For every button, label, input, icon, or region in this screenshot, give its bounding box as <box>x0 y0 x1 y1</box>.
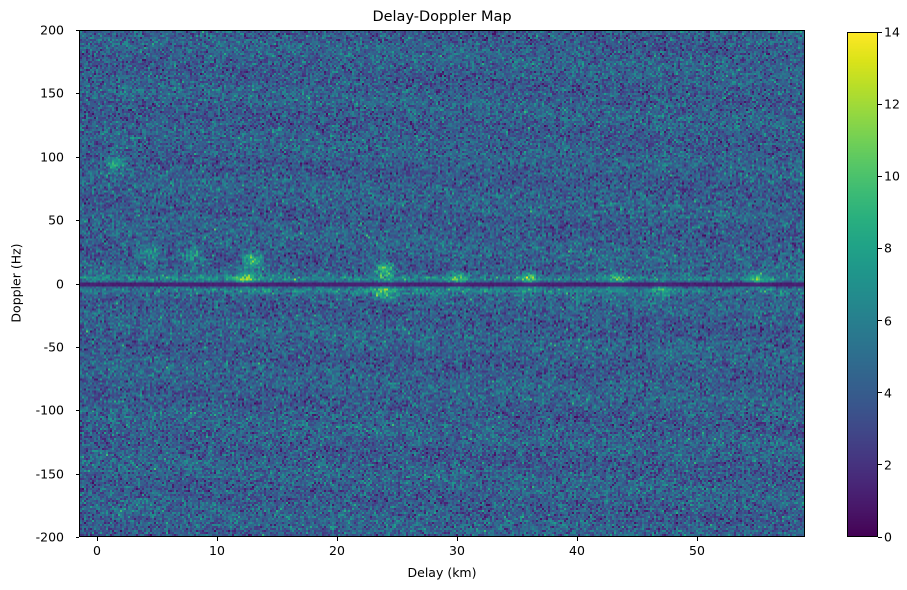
y-tick-mark <box>75 30 79 32</box>
colorbar-canvas <box>848 33 877 536</box>
y-tick-mark <box>75 410 79 412</box>
x-tick-label: 40 <box>569 543 585 558</box>
colorbar-tick-mark <box>878 31 882 33</box>
y-tick-label: -150 <box>35 466 64 482</box>
colorbar-tick-mark <box>878 247 882 250</box>
y-tick-mark <box>75 93 79 95</box>
x-tick-mark <box>97 537 99 541</box>
y-tick-mark <box>75 346 79 348</box>
colorbar-tick-label: 0 <box>884 529 892 545</box>
colorbar-tick-mark <box>878 320 882 322</box>
y-tick-mark <box>75 473 79 475</box>
colorbar-tick-mark <box>878 464 882 466</box>
y-tick-mark <box>75 220 79 222</box>
x-tick-label: 10 <box>209 543 225 558</box>
x-tick-mark <box>217 537 219 541</box>
y-tick-label: 0 <box>56 276 64 291</box>
y-tick-label: -100 <box>35 402 64 418</box>
colorbar <box>847 32 878 537</box>
colorbar-tick-label: 8 <box>884 240 892 256</box>
x-tick-mark <box>457 537 459 541</box>
colorbar-tick-label: 4 <box>884 385 892 401</box>
page-title: Delay-Doppler Map <box>372 9 512 25</box>
x-tick-label: 20 <box>329 543 345 558</box>
y-axis-label: Doppler (Hz) <box>8 243 24 323</box>
y-tick-mark <box>75 283 79 285</box>
y-tick-label: -50 <box>43 339 64 355</box>
y-tick-label: -200 <box>35 529 64 545</box>
x-axis-label: Delay (km) <box>407 565 477 580</box>
colorbar-tick-mark <box>878 103 882 105</box>
x-tick-label: 30 <box>449 543 465 558</box>
heatmap-canvas <box>80 31 804 536</box>
colorbar-tick-label: 12 <box>884 96 900 112</box>
x-tick-mark <box>577 537 579 541</box>
colorbar-tick-mark <box>878 392 882 394</box>
y-tick-label: 200 <box>40 22 64 38</box>
delay-doppler-heatmap <box>79 30 805 537</box>
y-tick-mark <box>75 537 79 539</box>
y-tick-label: 50 <box>48 212 64 228</box>
y-tick-label: 100 <box>40 149 64 165</box>
colorbar-tick-mark <box>878 175 882 177</box>
colorbar-tick-mark <box>878 536 882 538</box>
x-tick-mark <box>337 537 339 541</box>
colorbar-tick-label: 14 <box>884 24 900 40</box>
colorbar-tick-label: 6 <box>884 313 892 329</box>
y-tick-mark <box>75 156 79 158</box>
colorbar-tick-label: 2 <box>884 457 892 473</box>
x-tick-mark <box>697 537 699 541</box>
x-tick-label: 0 <box>93 543 101 558</box>
y-tick-label: 150 <box>40 85 64 101</box>
x-tick-label: 50 <box>689 543 705 558</box>
colorbar-tick-label: 10 <box>884 168 900 184</box>
